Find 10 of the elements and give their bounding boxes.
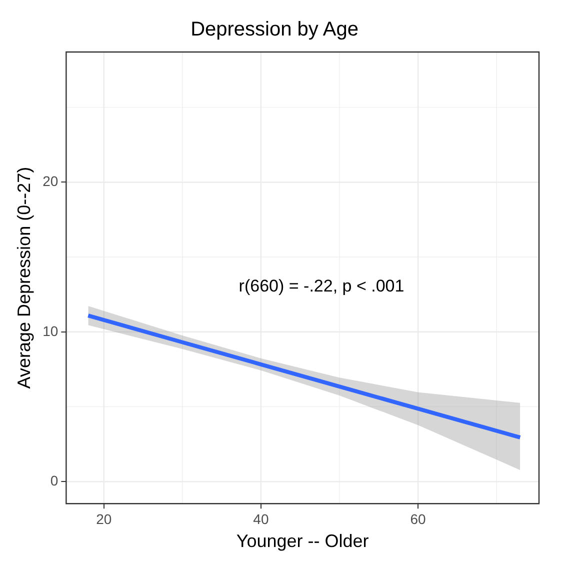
x-tick-label: 20 (96, 510, 112, 527)
annotation: r(660) = -.22, p < .001 (238, 276, 404, 296)
y-tick-label: 0 (50, 472, 58, 488)
x-axis-title: Younger -- Older (236, 531, 369, 552)
chart-title: Depression by Age (190, 18, 358, 41)
x-tick-label: 40 (253, 510, 269, 527)
y-axis-title: Average Depression (0--27) (14, 166, 34, 389)
y-tick-label: 20 (42, 173, 58, 190)
x-tick-label: 60 (410, 510, 426, 527)
y-tick-label: 10 (42, 322, 58, 339)
